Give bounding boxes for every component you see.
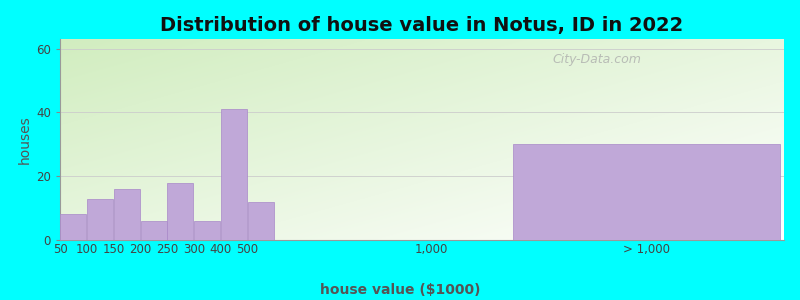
Bar — [513, 144, 781, 240]
Bar — [60, 214, 86, 240]
Y-axis label: houses: houses — [18, 115, 32, 164]
Bar — [114, 189, 140, 240]
Bar — [167, 183, 194, 240]
Bar — [221, 109, 247, 240]
Text: house value ($1000): house value ($1000) — [320, 283, 480, 297]
Bar — [141, 221, 166, 240]
Text: City-Data.com: City-Data.com — [552, 53, 641, 66]
Title: Distribution of house value in Notus, ID in 2022: Distribution of house value in Notus, ID… — [160, 16, 684, 35]
Bar — [247, 202, 274, 240]
Bar — [87, 199, 114, 240]
Bar — [194, 221, 220, 240]
